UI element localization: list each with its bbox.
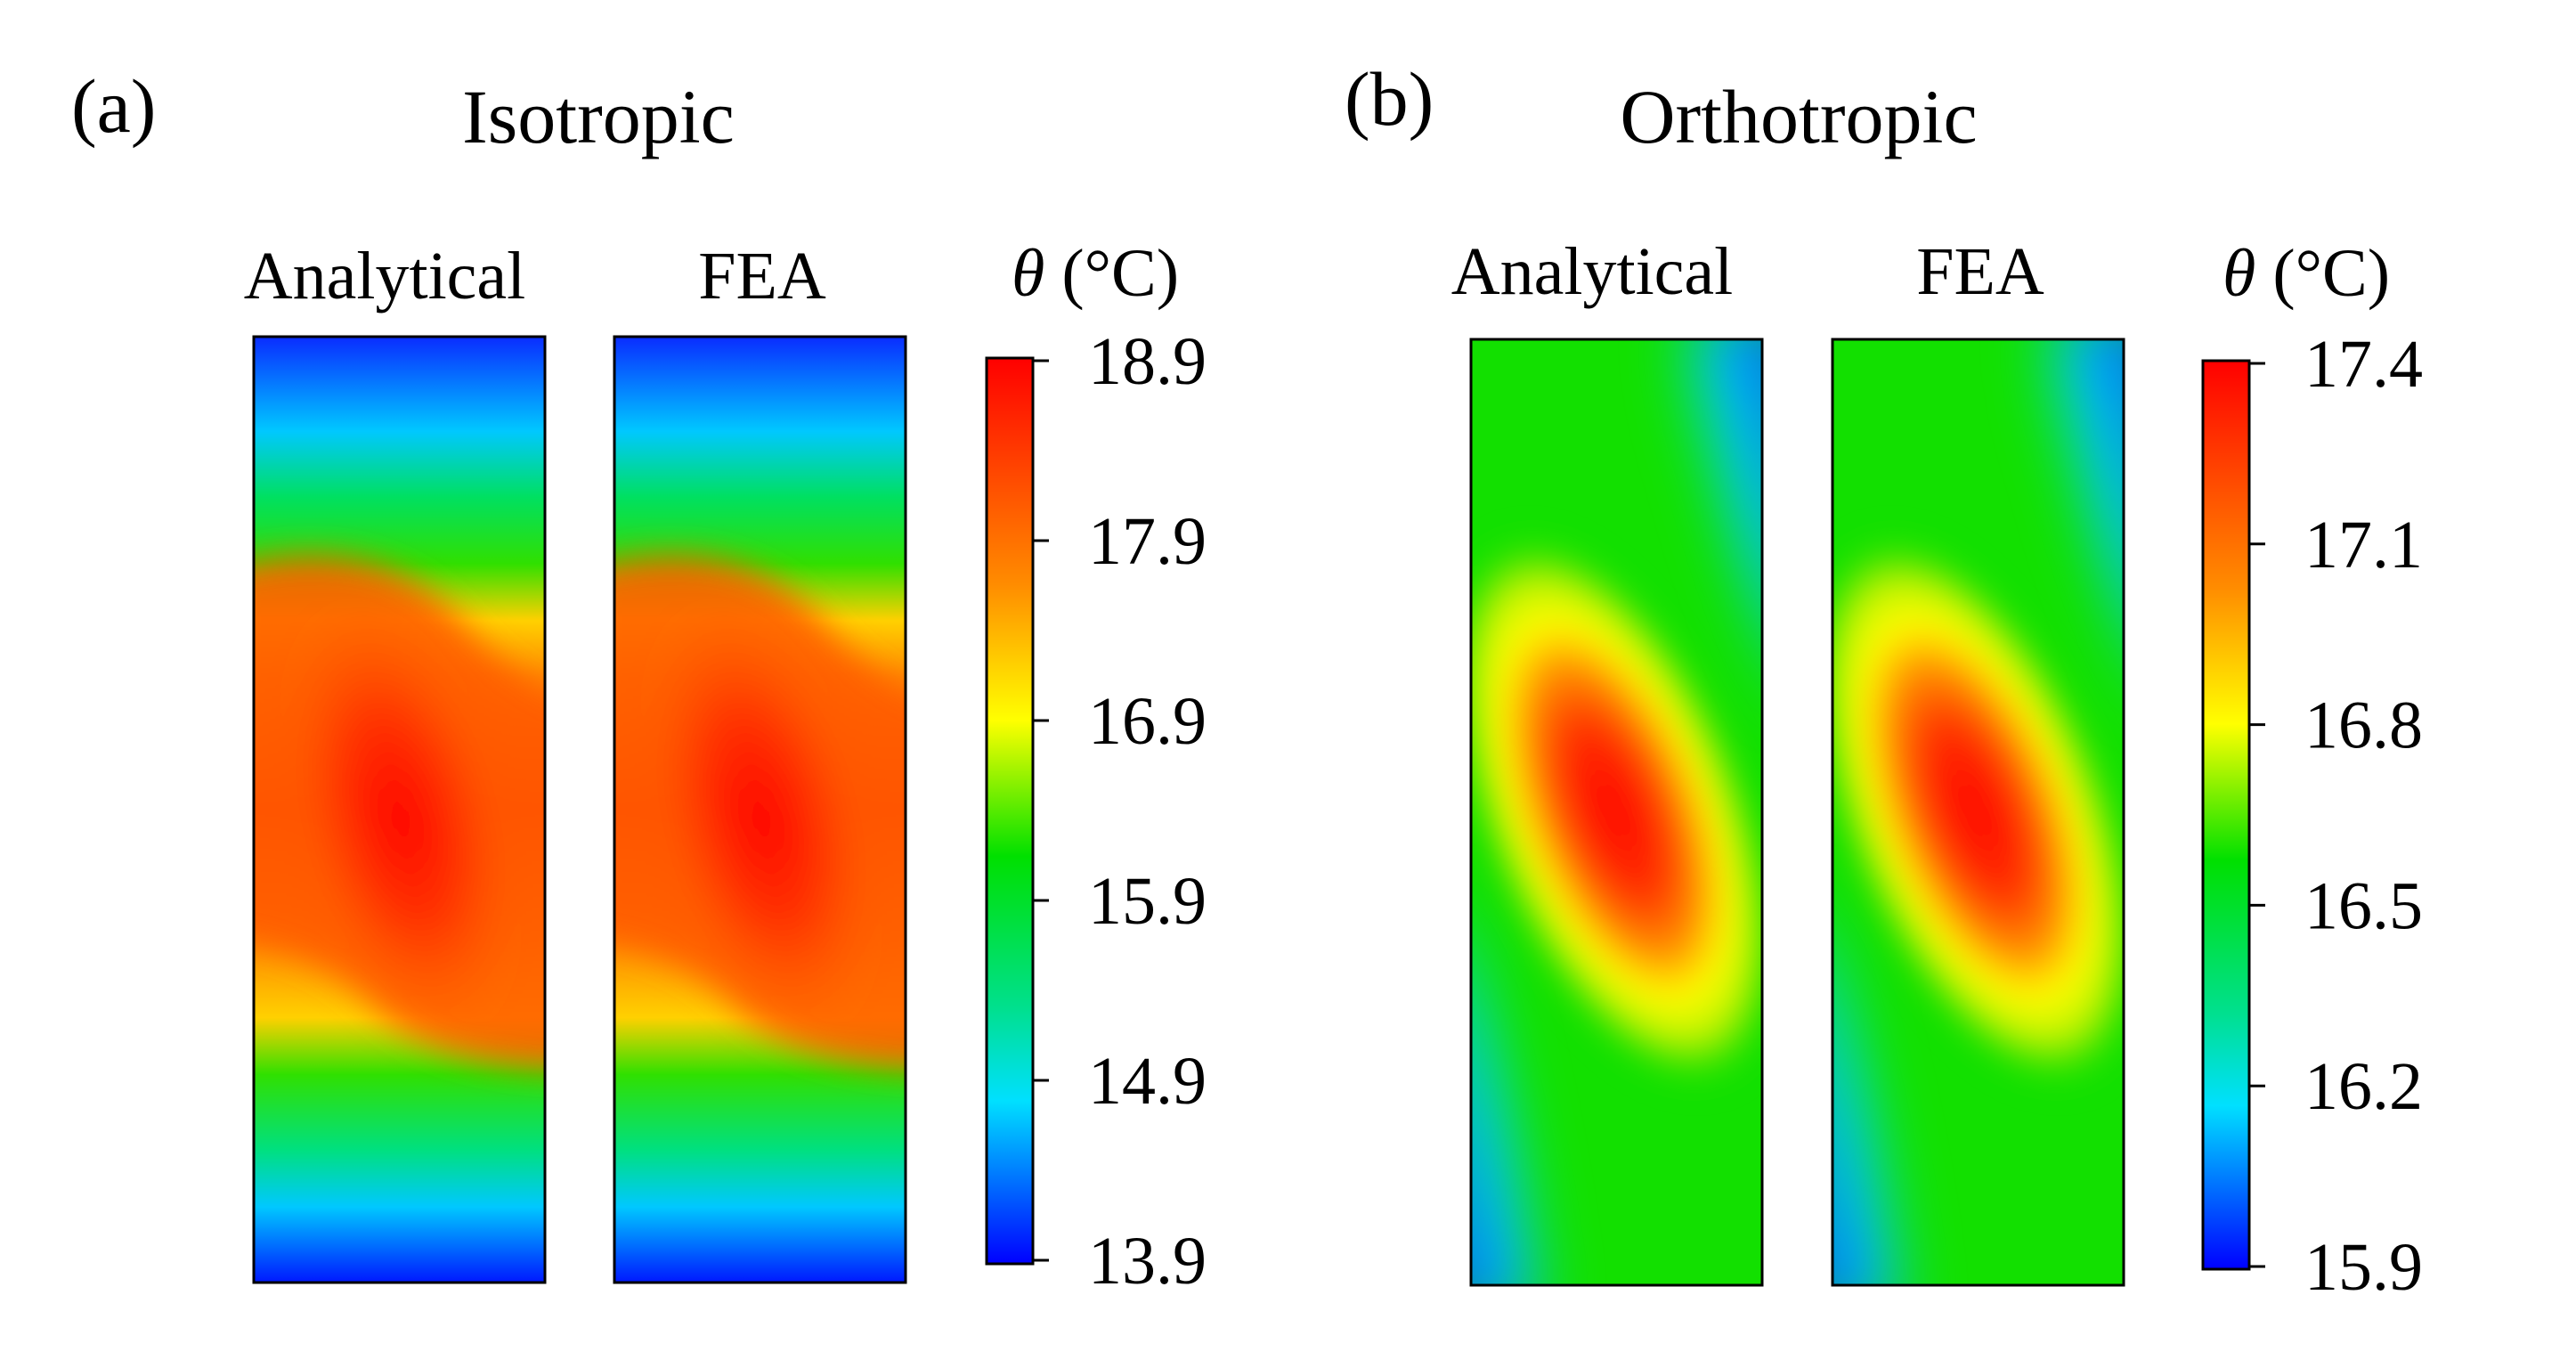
orthotropic-colorbar-title: θ (°C): [2223, 236, 2390, 311]
orthotropic-colorbar: θ (°C) 17.4 17.1 16.8 16.5 16.2 15.9: [2201, 236, 2423, 1305]
orthotropic-analytical-label: Analytical: [1451, 234, 1734, 309]
orthotropic-colorbar-tick-label: 16.8: [2304, 688, 2423, 763]
isotropic-analytical-field: [254, 337, 545, 1283]
isotropic-colorbar-tick-label: 18.9: [1088, 324, 1207, 399]
isotropic-colorbar-tick-label: 16.9: [1088, 684, 1207, 759]
orthotropic-colorbar-tick-label: 17.4: [2304, 327, 2423, 402]
panel-a-label: (a): [71, 63, 156, 149]
isotropic-colorbar-tick-label: 15.9: [1088, 864, 1207, 939]
orthotropic-fea-label: FEA: [1916, 234, 2044, 309]
isotropic-colorbar-title: θ (°C): [1012, 236, 1179, 311]
orthotropic-colorbar-tick-label: 15.9: [2304, 1230, 2423, 1305]
orthotropic-colorbar-tick-label: 17.1: [2304, 508, 2423, 582]
orthotropic-fea-field: [1832, 339, 2124, 1285]
isotropic-colorbar-tick-label: 17.9: [1088, 504, 1207, 579]
orthotropic-colorbar-ticks: 17.4 17.1 16.8 16.5 16.2 15.9: [2249, 327, 2423, 1305]
isotropic-colorbar-tick-label: 13.9: [1088, 1224, 1207, 1299]
panel-b-label: (b): [1345, 56, 1434, 142]
isotropic-colorbar-ticks: 18.9 17.9 16.9 15.9 14.9 13.9: [1033, 324, 1207, 1299]
isotropic-analytical-label: Analytical: [244, 239, 526, 314]
orthotropic-fea-map: FEA: [1831, 234, 2125, 1287]
isotropic-fea-map: FEA: [613, 239, 907, 1284]
panel-b: (b) Orthotropic Analytical FEA: [1345, 56, 2423, 1305]
isotropic-colorbar-tick-label: 14.9: [1088, 1044, 1207, 1119]
isotropic-fea-label: FEA: [698, 239, 826, 314]
orthotropic-colorbar-tick-label: 16.5: [2304, 868, 2423, 943]
panel-a-title: Isotropic: [462, 74, 735, 159]
orthotropic-analytical-field: [1471, 339, 1762, 1285]
orthotropic-analytical-map: Analytical: [1451, 234, 1764, 1287]
isotropic-fea-field: [614, 337, 906, 1283]
isotropic-colorbar: θ (°C) 18.9 17.9 16.9 15.9 14.9 13.9: [985, 236, 1207, 1299]
isotropic-analytical-map: Analytical: [244, 239, 547, 1284]
panel-a: (a) Isotropic Analytical FEA: [71, 63, 1207, 1299]
orthotropic-colorbar-tick-label: 16.2: [2304, 1049, 2423, 1124]
panel-b-title: Orthotropic: [1620, 74, 1977, 159]
